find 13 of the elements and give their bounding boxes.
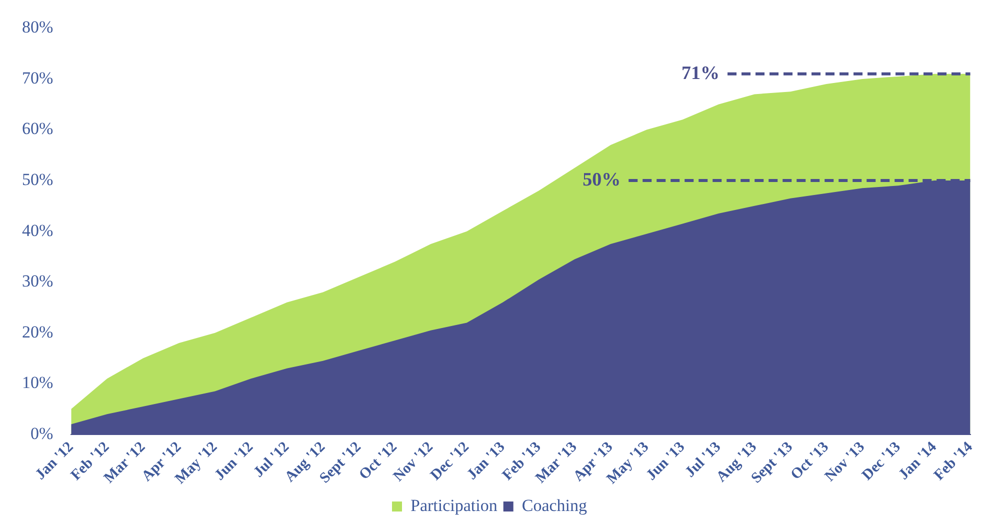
y-tick-label: 10% [22,373,54,392]
y-tick-label: 20% [22,322,54,342]
y-tick-label: 50% [22,170,54,190]
legend-label: Participation [410,496,498,515]
y-tick-label: 0% [30,424,54,443]
y-tick-label: 80% [22,18,54,37]
y-tick-label: 30% [22,272,54,291]
ref-line-label: 71% [682,62,720,84]
ref-line-label: 50% [582,169,621,190]
y-tick-label: 40% [22,220,54,240]
y-tick-label: 60% [22,119,54,138]
legend-label: Coaching [522,496,588,515]
y-tick-label: 70% [22,68,54,88]
